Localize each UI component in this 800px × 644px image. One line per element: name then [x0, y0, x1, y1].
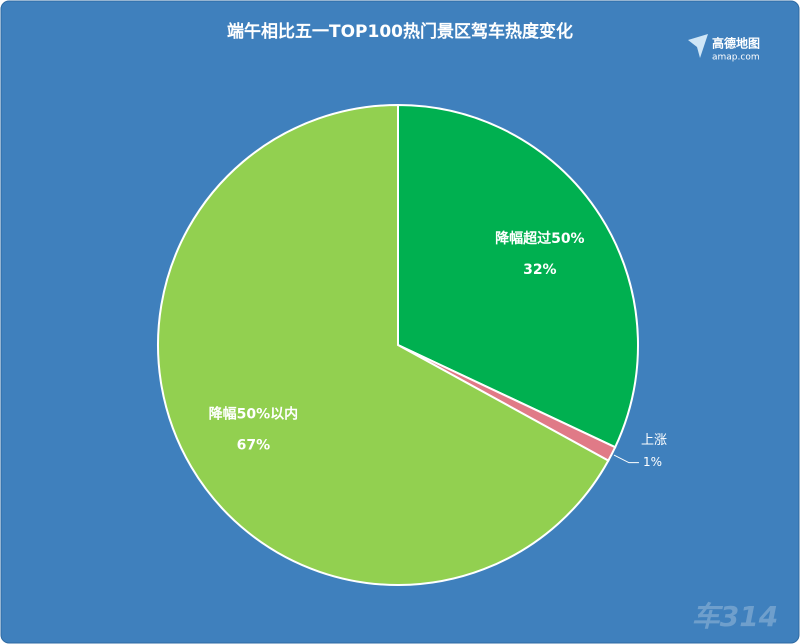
slice-label: 上涨	[641, 433, 667, 448]
logo-name: 高德地图	[712, 36, 760, 51]
slice-value-label: 32%	[523, 262, 557, 278]
pie-slice	[397, 103, 639, 449]
leader-line	[613, 454, 639, 464]
slice-value-label: 1%	[643, 455, 662, 469]
slice-label: 降幅超过50%	[495, 230, 585, 247]
watermark: 车314	[692, 600, 778, 633]
slice-value-label: 67%	[237, 438, 271, 454]
slice-label: 降幅50%以内	[209, 406, 299, 423]
logo-icon	[688, 34, 708, 58]
chart-title: 端午相比五一TOP100热门景区驾车热度变化	[227, 21, 573, 42]
logo-site: amap.com	[712, 53, 760, 63]
logo: 高德地图 amap.com	[688, 34, 760, 63]
pie-slice	[157, 103, 610, 586]
